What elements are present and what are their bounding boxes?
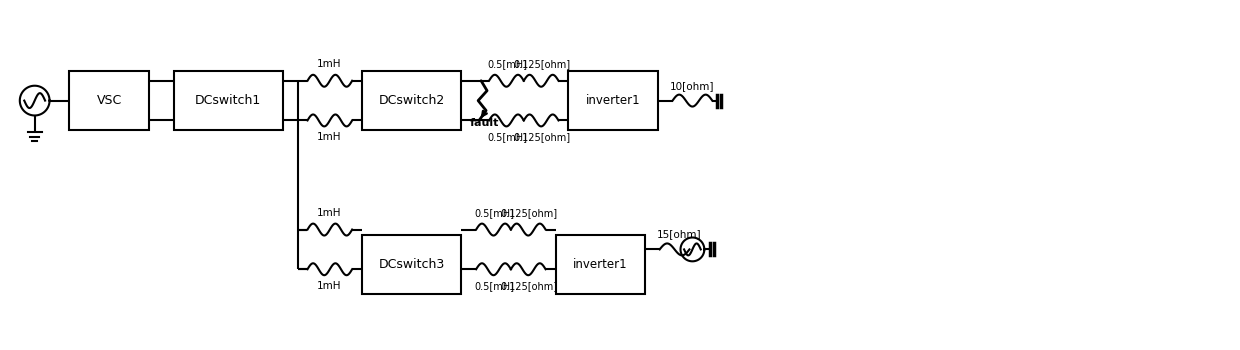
Bar (362, 234, 461, 294)
Text: 0.125[ohm]: 0.125[ohm] (500, 208, 557, 218)
Text: 0.5[mH]: 0.5[mH] (487, 59, 527, 69)
Text: 0.5[mH]: 0.5[mH] (487, 132, 527, 142)
Text: fault: fault (470, 118, 498, 128)
Text: 1mH: 1mH (317, 208, 341, 218)
Text: inverter1: inverter1 (573, 258, 627, 271)
Bar (362, 71, 461, 130)
Text: DCswitch2: DCswitch2 (378, 94, 445, 107)
Text: inverter1: inverter1 (585, 94, 640, 107)
Text: 0.125[ohm]: 0.125[ohm] (513, 59, 570, 69)
Text: 0.125[ohm]: 0.125[ohm] (513, 132, 570, 142)
Text: DCswitch1: DCswitch1 (195, 94, 262, 107)
Text: 10[ohm]: 10[ohm] (670, 80, 714, 91)
Bar (174, 71, 283, 130)
Text: DCswitch3: DCswitch3 (378, 258, 445, 271)
Text: 1mH: 1mH (317, 132, 341, 142)
Text: 0.5[mH]: 0.5[mH] (474, 208, 515, 218)
Bar (568, 71, 657, 130)
Text: 0.125[ohm]: 0.125[ohm] (500, 281, 557, 291)
Text: 1mH: 1mH (317, 281, 341, 291)
Text: 0.5[mH]: 0.5[mH] (474, 281, 515, 291)
Text: 1mH: 1mH (317, 59, 341, 69)
Text: 15[ohm]: 15[ohm] (657, 230, 702, 239)
Bar (69, 71, 149, 130)
Text: VSC: VSC (97, 94, 122, 107)
Bar (556, 234, 645, 294)
